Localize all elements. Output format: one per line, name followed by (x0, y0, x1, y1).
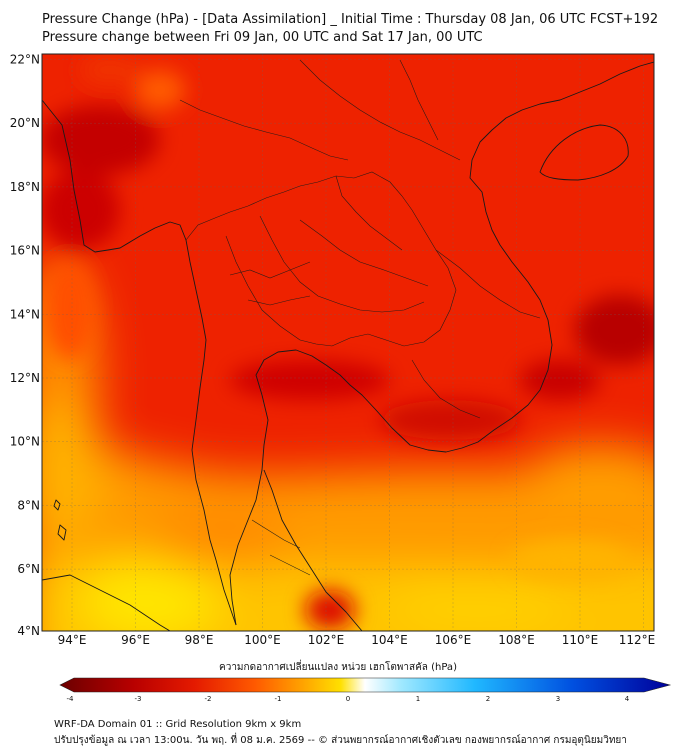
lon-label: 98°E (185, 633, 214, 647)
colorbar-tick: 1 (416, 695, 420, 703)
lat-label: 14°N (10, 307, 40, 321)
lat-label: 8°N (17, 498, 40, 512)
colorbar-tick: -1 (275, 695, 282, 703)
boundaries (179, 59, 541, 576)
lon-label: 106°E (435, 633, 472, 647)
colorbar-tick: 4 (625, 695, 630, 703)
colorbar-label: ความกดอากาศเปลี่ยนแปลง หน่วย เฮกโตพาสคัล… (219, 662, 457, 673)
lon-label: 112°E (619, 633, 656, 647)
graticule (42, 54, 654, 631)
colorbar-scale (59, 677, 672, 693)
colorbar-tick: -4 (67, 695, 75, 703)
plot-frame (41, 53, 655, 632)
lat-label: 16°N (10, 244, 40, 258)
lat-label: 10°N (10, 435, 40, 449)
pressure-field (42, 54, 654, 631)
colorbar-tick: -3 (135, 695, 142, 703)
map-title: Pressure Change (hPa) - [Data Assimilati… (42, 12, 659, 27)
lon-label: 94°E (58, 633, 87, 647)
colorbar-ticks: -4 -3 -2 -1 0 1 2 3 4 (67, 695, 630, 703)
colorbar: -4 -3 -2 -1 0 1 2 3 4 (59, 677, 672, 703)
lat-label: 22°N (10, 53, 40, 67)
colorbar-tick: 0 (346, 695, 350, 703)
lat-label: 12°N (10, 371, 40, 385)
map-subtitle: Pressure change between Fri 09 Jan, 00 U… (42, 30, 483, 45)
lon-label: 104°E (371, 633, 408, 647)
lon-label: 110°E (562, 633, 599, 647)
lat-label: 20°N (10, 116, 40, 130)
lon-label: 100°E (244, 633, 281, 647)
colorbar-tick: 2 (486, 695, 490, 703)
lat-label: 6°N (17, 562, 40, 576)
lon-label: 96°E (121, 633, 150, 647)
lat-label: 4°N (17, 624, 40, 638)
lat-label: 18°N (10, 180, 40, 194)
footer-model-info: WRF-DA Domain 01 :: Grid Resolution 9km … (54, 719, 302, 730)
lat-axis: 22°N 20°N 18°N 16°N 14°N 12°N 10°N 8°N 6… (10, 53, 40, 639)
colorbar-tick: 3 (556, 695, 560, 703)
footer-credit: ปรับปรุงข้อมูล ณ เวลา 13:00น. วัน พฤ. ที… (54, 735, 627, 746)
lon-axis: 94°E 96°E 98°E 100°E 102°E 104°E 106°E 1… (58, 633, 656, 647)
lon-label: 102°E (308, 633, 345, 647)
lon-label: 108°E (498, 633, 535, 647)
colorbar-tick: -2 (205, 695, 212, 703)
